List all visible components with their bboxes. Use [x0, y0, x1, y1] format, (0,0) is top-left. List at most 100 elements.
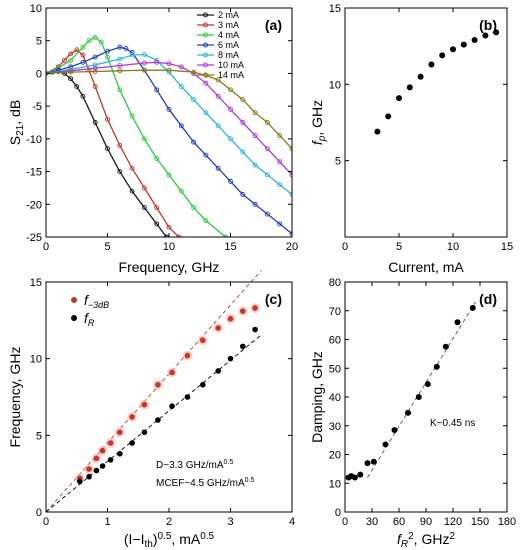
data-point — [184, 394, 191, 400]
data-point — [289, 172, 292, 178]
legend-marker — [71, 297, 77, 303]
data-point — [240, 97, 246, 103]
data-point — [68, 69, 74, 75]
data-point — [252, 201, 258, 207]
data-point — [141, 67, 147, 73]
data-point — [424, 381, 431, 388]
data-point — [117, 44, 123, 50]
x-tick-label: 120 — [444, 516, 462, 528]
x-tick-label: 10 — [447, 241, 459, 253]
panel-a-series — [46, 34, 292, 237]
x-tick-label: 4 — [289, 516, 295, 528]
y-tick-label: 10 — [329, 79, 341, 91]
legend-marker — [203, 12, 208, 18]
legend-entry: f−3dB — [84, 292, 109, 310]
x-axis-label-sub: R — [401, 539, 408, 550]
data-point — [92, 84, 98, 89]
data-point — [178, 123, 184, 129]
data-point — [74, 84, 80, 89]
panel-d: 0 30 60 90 120 150 180 0 10 20 30 40 50 60 70 80 (d) K~0.… — [309, 277, 516, 550]
legend-entry: fR — [84, 310, 95, 328]
x-axis-label-sup2: 2 — [449, 531, 455, 542]
legend-marker — [203, 52, 208, 58]
data-point — [415, 394, 422, 400]
data-point — [141, 136, 147, 142]
x-axis-label-sup2: 0.5 — [200, 531, 214, 542]
data-point — [385, 113, 392, 120]
panel-label: (b) — [479, 17, 497, 33]
data-point — [203, 80, 209, 86]
data-point — [92, 54, 98, 60]
data-point — [105, 48, 110, 54]
data-point — [117, 68, 123, 74]
data-point — [86, 466, 92, 472]
legend-entry: 2 mA — [218, 10, 239, 20]
fit-line — [367, 301, 476, 478]
data-point — [277, 133, 283, 139]
x-axis-label: Frequency, GHz — [119, 259, 220, 275]
legend-entry-main: f — [84, 292, 90, 308]
fit-line — [45, 270, 262, 513]
x-axis-label: (I−Ith)0.5, mA0.5 — [124, 531, 215, 550]
legend-entry: 4 mA — [218, 30, 239, 40]
x-tick-label: 90 — [420, 516, 432, 528]
data-point — [277, 159, 283, 165]
x-tick-label: 15 — [224, 241, 236, 253]
data-point — [98, 39, 104, 45]
y-tick-label: 30 — [329, 421, 341, 433]
legend-entry: 14 mA — [218, 70, 244, 80]
x-axis-label-tail: , GHz — [414, 531, 450, 547]
data-point — [203, 110, 209, 116]
y-axis-label-main: f — [309, 139, 325, 145]
y-tick-label: -5 — [32, 101, 42, 113]
legend-marker — [71, 315, 77, 321]
data-point — [396, 95, 402, 102]
y-tick-label: 80 — [329, 277, 341, 289]
data-point — [80, 44, 86, 50]
data-point — [92, 34, 98, 40]
x-tick-label: 1 — [104, 516, 110, 528]
data-point — [141, 401, 148, 408]
data-point — [169, 369, 175, 376]
data-point — [178, 188, 184, 194]
series-line-2-mA — [46, 70, 168, 237]
data-point — [482, 32, 489, 39]
annotation: K~0.45 ns — [430, 418, 475, 429]
data-point — [228, 87, 233, 93]
y-tick-label: 50 — [329, 363, 341, 375]
data-point — [105, 146, 110, 152]
data-point — [154, 59, 160, 65]
data-point — [191, 69, 197, 75]
data-point — [61, 57, 67, 63]
data-point — [215, 123, 221, 129]
data-point — [405, 409, 411, 416]
data-point — [141, 52, 147, 57]
data-point — [370, 458, 377, 465]
data-point — [141, 185, 147, 191]
data-point — [264, 211, 270, 217]
data-point — [80, 59, 86, 65]
data-point — [215, 93, 221, 99]
data-point — [469, 304, 476, 311]
data-point — [154, 87, 160, 93]
y-tick-label: -25 — [26, 232, 42, 244]
data-point — [129, 188, 135, 194]
legend-entry: 3 mA — [218, 20, 239, 30]
data-point — [228, 106, 233, 112]
x-axis-label-sup: 2 — [408, 531, 414, 542]
data-point — [129, 165, 135, 171]
data-point — [129, 414, 135, 420]
data-point — [277, 182, 283, 188]
data-point — [141, 205, 147, 211]
data-point — [105, 54, 110, 60]
data-point — [493, 29, 500, 36]
data-point — [117, 87, 123, 93]
data-point — [450, 46, 456, 53]
series-line-8-mA — [46, 53, 292, 196]
data-point — [471, 37, 478, 44]
plot-frame — [344, 7, 508, 238]
panel-label: (d) — [479, 291, 497, 307]
